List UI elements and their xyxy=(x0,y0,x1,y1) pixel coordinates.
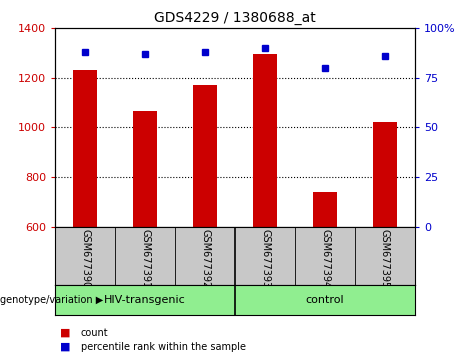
Text: GSM677395: GSM677395 xyxy=(380,229,390,289)
Text: genotype/variation ▶: genotype/variation ▶ xyxy=(0,295,103,305)
Text: GSM677393: GSM677393 xyxy=(260,229,270,289)
Text: GSM677392: GSM677392 xyxy=(200,229,210,289)
Text: control: control xyxy=(306,295,344,305)
Text: GSM677391: GSM677391 xyxy=(140,229,150,289)
Bar xyxy=(133,111,157,227)
Bar xyxy=(193,85,217,227)
Text: GSM677390: GSM677390 xyxy=(80,229,90,289)
Text: count: count xyxy=(81,328,108,338)
Bar xyxy=(373,122,397,227)
Bar xyxy=(73,70,97,227)
Text: ■: ■ xyxy=(60,328,71,338)
Bar xyxy=(253,54,277,227)
Bar xyxy=(313,192,337,227)
Title: GDS4229 / 1380688_at: GDS4229 / 1380688_at xyxy=(154,11,316,24)
Text: percentile rank within the sample: percentile rank within the sample xyxy=(81,342,246,352)
Text: HIV-transgenic: HIV-transgenic xyxy=(104,295,186,305)
Text: ■: ■ xyxy=(60,342,71,352)
Text: GSM677394: GSM677394 xyxy=(320,229,330,289)
